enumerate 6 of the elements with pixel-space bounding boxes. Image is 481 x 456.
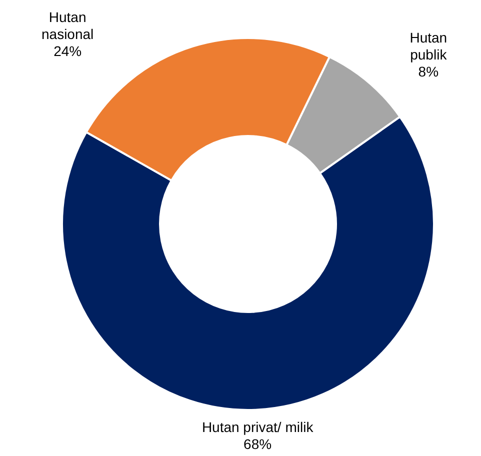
data-label: 24%: [54, 43, 82, 59]
slice-label: Hutan publik: [410, 30, 448, 63]
slice-label: Hutan nasional: [42, 9, 94, 42]
data-label: 8%: [418, 64, 439, 80]
slice-label: Hutan privat/ milik: [202, 418, 314, 435]
data-label: 68%: [244, 436, 272, 452]
